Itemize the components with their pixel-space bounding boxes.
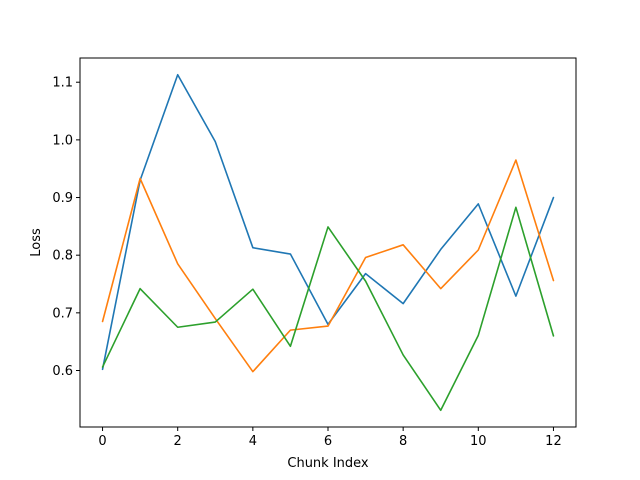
- x-tick-label: 10: [470, 434, 487, 449]
- x-tick-label: 8: [399, 434, 407, 449]
- plot-area: [101, 73, 555, 412]
- y-tick-label: 1.1: [52, 76, 73, 91]
- x-axis-label: Chunk Index: [287, 456, 369, 471]
- y-tick-label: 0.8: [52, 249, 73, 264]
- axes-frame: [79, 57, 577, 428]
- y-tick-label: 1.0: [52, 133, 73, 148]
- x-tick-label: 6: [324, 434, 332, 449]
- y-tick-label: 0.6: [52, 364, 73, 379]
- x-tick-label: 4: [249, 434, 257, 449]
- series-line-2: [101, 159, 555, 373]
- y-tick-label: 0.9: [52, 191, 73, 206]
- x-axis-ticks: 0 2 4 6 8 10 12: [98, 427, 562, 449]
- x-tick-label: 0: [98, 434, 106, 449]
- y-axis-ticks: 0.6 0.7 0.8 0.9 1.0 1.1: [52, 76, 80, 379]
- x-tick-label: 2: [174, 434, 182, 449]
- y-tick-label: 0.7: [52, 306, 73, 321]
- y-axis-label: Loss: [29, 228, 44, 257]
- x-tick-label: 12: [545, 434, 562, 449]
- series-line-3: [101, 206, 555, 412]
- series-line-1: [101, 73, 555, 371]
